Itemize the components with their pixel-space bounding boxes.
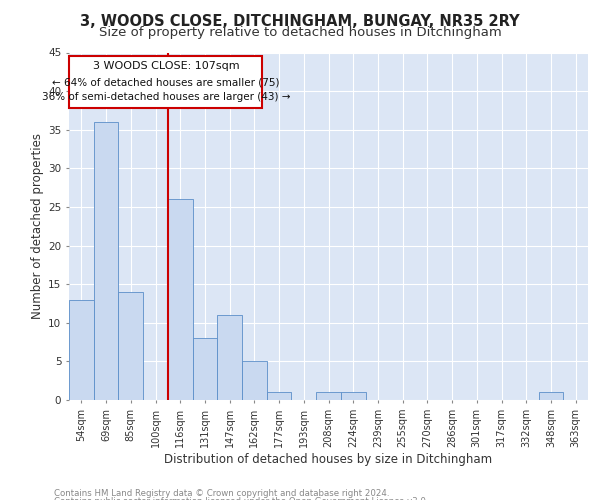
Text: 36% of semi-detached houses are larger (43) →: 36% of semi-detached houses are larger (… xyxy=(41,92,290,102)
Text: ← 64% of detached houses are smaller (75): ← 64% of detached houses are smaller (75… xyxy=(52,77,280,87)
Bar xyxy=(242,362,267,400)
Bar xyxy=(69,300,94,400)
Bar xyxy=(539,392,563,400)
Text: Size of property relative to detached houses in Ditchingham: Size of property relative to detached ho… xyxy=(98,26,502,39)
Text: 3 WOODS CLOSE: 107sqm: 3 WOODS CLOSE: 107sqm xyxy=(92,61,239,71)
X-axis label: Distribution of detached houses by size in Ditchingham: Distribution of detached houses by size … xyxy=(164,452,493,466)
Text: Contains HM Land Registry data © Crown copyright and database right 2024.: Contains HM Land Registry data © Crown c… xyxy=(54,488,389,498)
FancyBboxPatch shape xyxy=(70,56,262,108)
Bar xyxy=(193,338,217,400)
Bar xyxy=(168,199,193,400)
Text: Contains public sector information licensed under the Open Government Licence v3: Contains public sector information licen… xyxy=(54,498,428,500)
Bar xyxy=(316,392,341,400)
Bar xyxy=(267,392,292,400)
Bar xyxy=(341,392,365,400)
Bar xyxy=(118,292,143,400)
Y-axis label: Number of detached properties: Number of detached properties xyxy=(31,133,44,320)
Text: 3, WOODS CLOSE, DITCHINGHAM, BUNGAY, NR35 2RY: 3, WOODS CLOSE, DITCHINGHAM, BUNGAY, NR3… xyxy=(80,14,520,29)
Bar xyxy=(217,315,242,400)
Bar xyxy=(94,122,118,400)
